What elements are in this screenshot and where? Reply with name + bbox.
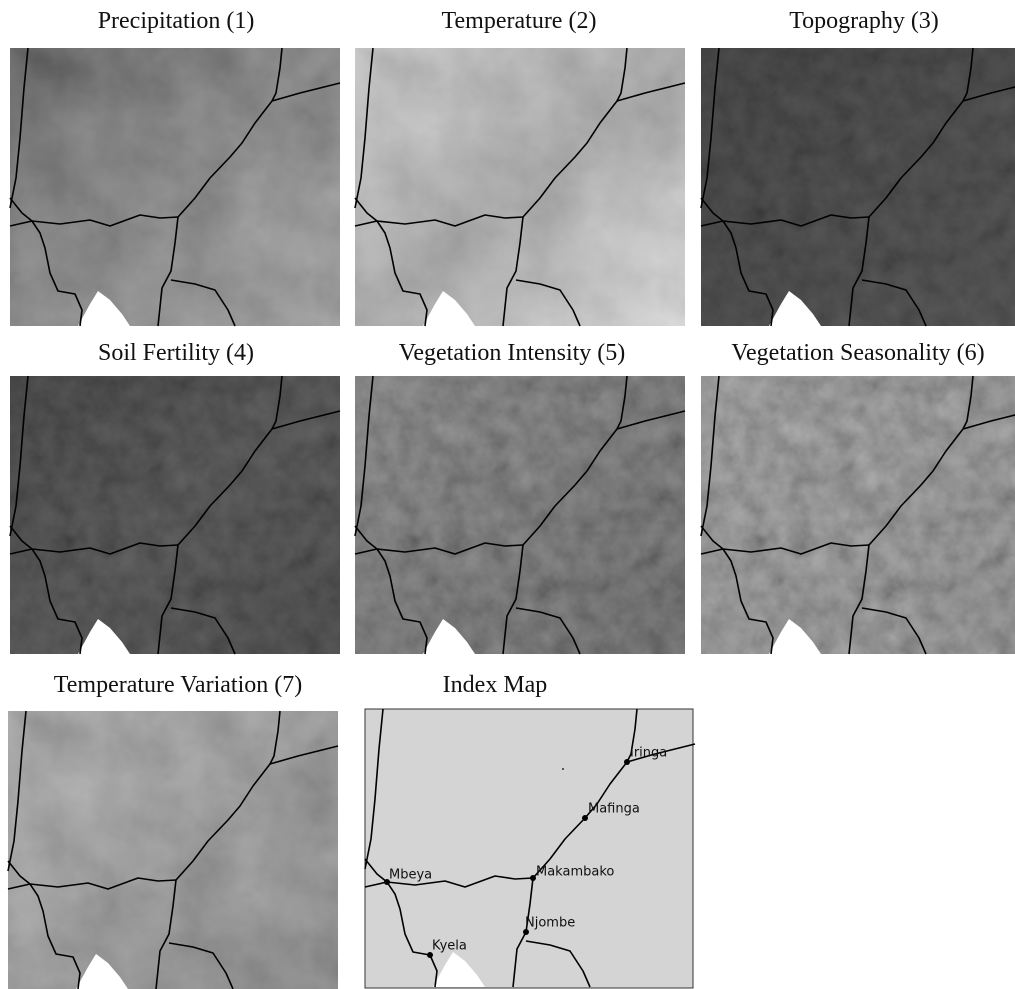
- raster-panel: [701, 48, 1015, 326]
- raster-panel: [10, 48, 340, 326]
- panel-title: Index Map: [443, 672, 548, 698]
- city-label: Mbeya: [389, 868, 432, 883]
- index-map: Index Map Iringa Mafinga Makambako Mbeya Njom…: [365, 672, 695, 988]
- panel-title: Topography (3): [789, 8, 939, 34]
- raster-texture: [10, 48, 340, 326]
- city-label: Njombe: [525, 916, 575, 931]
- raster-panel: [701, 376, 1015, 654]
- raster-texture: [8, 711, 338, 989]
- panel-title: Vegetation Seasonality (6): [731, 340, 984, 366]
- city-label: Makambako: [536, 865, 614, 880]
- panel-title: Temperature Variation (7): [54, 672, 302, 698]
- city-label: Mafinga: [588, 802, 640, 817]
- raster-texture: [355, 48, 685, 326]
- page: {"panels": [ {"title": "Precipitation (1…: [0, 0, 1015, 989]
- panel-title: Soil Fertility (4): [98, 340, 254, 366]
- raster-texture: [10, 376, 340, 654]
- raster-panel: [8, 711, 338, 989]
- raster-panel: [10, 376, 340, 654]
- city-label: Kyela: [432, 939, 467, 954]
- city-label: Iringa: [630, 746, 667, 761]
- raster-panel: [355, 376, 685, 654]
- raster-texture: [355, 376, 685, 654]
- raster-panel: [355, 48, 685, 326]
- panel-title: Precipitation (1): [98, 8, 255, 34]
- panel-title: Vegetation Intensity (5): [399, 340, 626, 366]
- panel-title: Temperature (2): [442, 8, 597, 34]
- figure: Precipitation (1) Temperature (2) Topograp…: [0, 0, 1015, 989]
